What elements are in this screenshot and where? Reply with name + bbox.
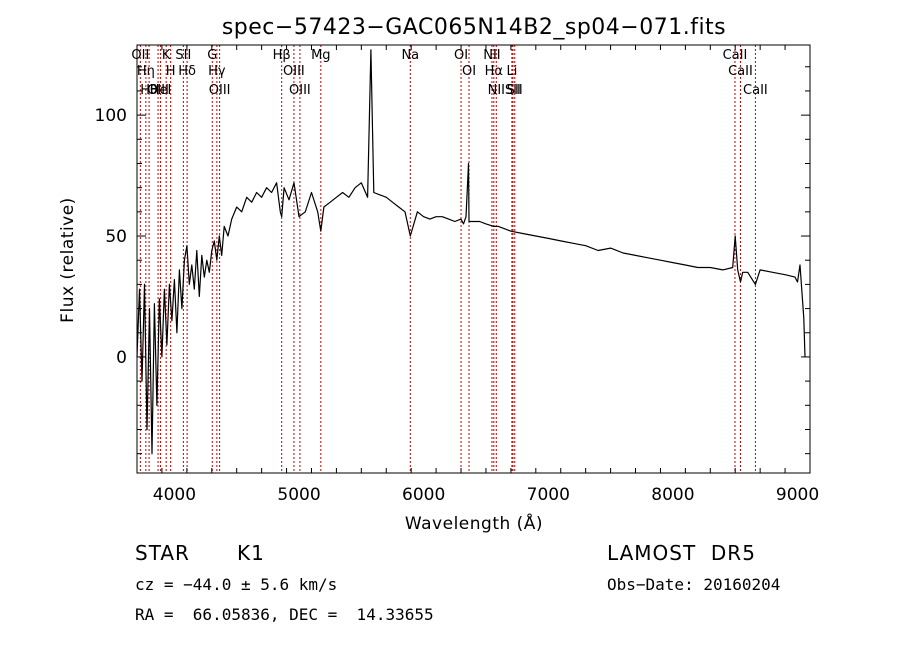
emission-line-markers: OIIHηHθOIIIHeIKHSIIHδGHγOIIIHβOIIIOIIIMg… <box>131 45 768 473</box>
line-label-19: NII <box>483 48 500 63</box>
line-label-27: CaII <box>743 83 768 98</box>
line-label-25: CaII <box>723 48 748 63</box>
line-label-10: Hγ <box>208 64 226 79</box>
x-axis-label: Wavelength (Å) <box>405 512 543 534</box>
line-label-0: OII <box>131 48 149 63</box>
line-label-16: Na <box>401 48 419 63</box>
line-label-18: OI <box>462 64 476 79</box>
x-tick-label: 5000 <box>277 485 320 505</box>
line-label-12: Hβ <box>273 48 291 63</box>
y-axis: 0 50 100 <box>95 66 810 455</box>
chart-title: spec−57423−GAC065N14B2_sp04−071.fits <box>222 15 726 40</box>
coordinates-text: RA = 66.05836, DEC = 14.33655 <box>135 605 434 624</box>
x-tick-label: 4000 <box>153 485 196 505</box>
x-axis: 4000 5000 6000 7000 8000 9000 <box>136 45 819 505</box>
object-class: STAR <box>135 541 190 565</box>
line-label-20: Hα <box>485 64 503 79</box>
line-label-3: OIII <box>147 83 169 98</box>
line-label-23: SII <box>505 83 521 98</box>
y-axis-label: Flux (relative) <box>58 197 78 323</box>
line-label-7: SII <box>175 48 191 63</box>
plot-frame <box>136 44 811 474</box>
spectrum-line-0 <box>136 49 806 455</box>
survey-name: LAMOST DR5 <box>607 541 756 565</box>
line-label-2: Hθ <box>140 83 158 98</box>
x-tick-label: 7000 <box>527 485 570 505</box>
line-label-9: G <box>207 48 217 63</box>
line-label-14: OIII <box>289 83 311 98</box>
line-label-24: SII <box>507 83 523 98</box>
line-label-1: Hη <box>137 64 155 79</box>
observation-date: Obs−Date: 20160204 <box>607 575 781 594</box>
y-tick-label: 50 <box>105 227 127 247</box>
x-tick-label: 9000 <box>776 485 819 505</box>
line-label-4: HeI <box>150 83 172 98</box>
line-label-11: OIII <box>209 83 231 98</box>
y-tick-label: 100 <box>95 106 127 126</box>
x-tick-label: 8000 <box>651 485 694 505</box>
line-label-5: K <box>162 48 171 63</box>
y-tick-label: 0 <box>116 348 127 368</box>
x-tick-label: 6000 <box>402 485 445 505</box>
line-label-22: Li <box>506 64 517 79</box>
line-label-15: Mg <box>311 48 330 63</box>
line-label-6: H <box>166 64 176 79</box>
line-label-13: OIII <box>283 64 305 79</box>
object-subclass: K1 <box>237 541 265 565</box>
line-label-21: NII <box>488 83 505 98</box>
line-label-8: Hδ <box>178 64 196 79</box>
redshift-text: cz = −44.0 ± 5.6 km/s <box>135 575 338 594</box>
line-label-17: OI <box>454 48 468 63</box>
spectrum-series <box>136 49 806 455</box>
line-label-26: CaII <box>728 64 753 79</box>
